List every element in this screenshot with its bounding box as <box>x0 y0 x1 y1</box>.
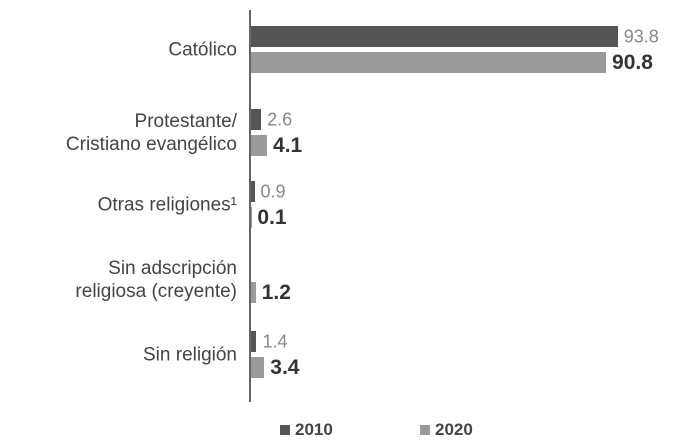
value-label: 90.8 <box>612 50 653 74</box>
legend-swatch <box>280 425 290 435</box>
category-label: Católico <box>168 39 237 61</box>
value-label: 0.9 <box>260 181 286 201</box>
legend-item: 2020 <box>420 420 473 440</box>
value-label: 93.8 <box>623 26 659 46</box>
value-label: 1.2 <box>261 280 291 304</box>
axis-line <box>249 10 251 402</box>
bar <box>251 135 268 156</box>
bar <box>251 109 262 130</box>
category-label: Sin religión <box>143 344 237 366</box>
value-label: 3.4 <box>270 355 300 379</box>
bar <box>251 331 257 352</box>
value-label: 1.4 <box>262 331 288 351</box>
legend-swatch <box>420 425 430 435</box>
value-label: 2.6 <box>267 109 293 129</box>
bar <box>251 181 255 202</box>
category-label: Otras religiones¹ <box>97 194 237 216</box>
legend-item: 2010 <box>280 420 333 440</box>
category-label: Sin adscripción religiosa (creyente) <box>75 258 237 302</box>
bar <box>251 357 265 378</box>
legend-label: 2020 <box>435 420 473 439</box>
legend-label: 2010 <box>295 420 333 439</box>
bar <box>251 282 256 303</box>
category-label: Protestante/ Cristiano evangélico <box>65 111 237 155</box>
value-label: 0.1 <box>257 205 287 229</box>
value-label: 4.1 <box>273 133 303 157</box>
bar <box>251 52 607 73</box>
bar <box>251 26 618 47</box>
